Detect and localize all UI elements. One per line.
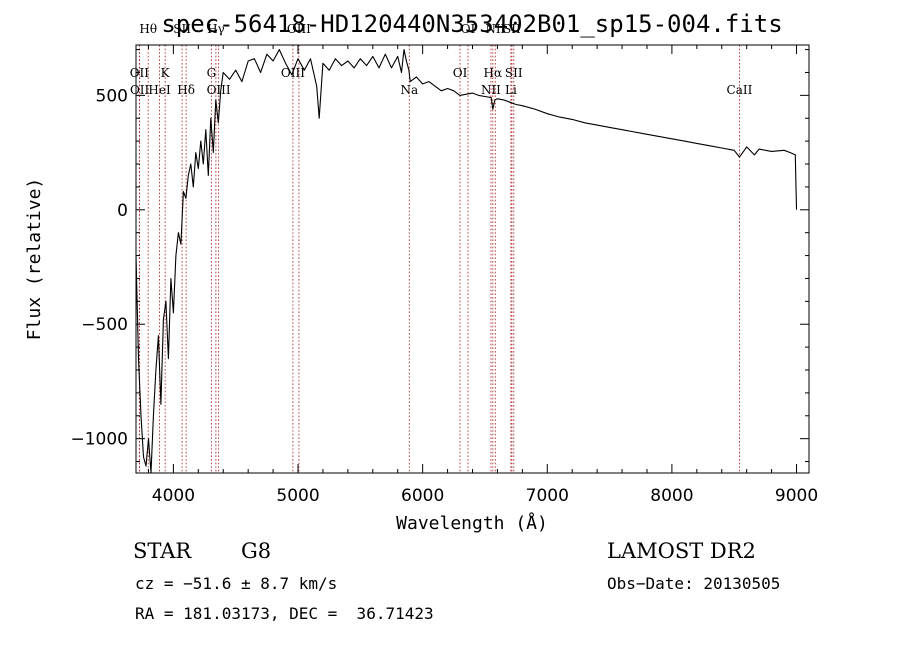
spectral-line-label: OI [453, 66, 468, 80]
spectral-line-label: OIII [207, 83, 231, 97]
spectral-line-label: Li [505, 83, 517, 97]
spectral-line-label: NII [485, 22, 505, 36]
x-tick-label: 9000 [775, 486, 818, 506]
y-tick-label: 0 [117, 201, 128, 221]
redshift-velocity: cz = −51.6 ± 8.7 km/s [135, 574, 338, 593]
coordinates: RA = 181.03173, DEC = 36.71423 [135, 604, 434, 623]
spectral-line-label: Na [400, 83, 418, 97]
spectral-line-label: SII [503, 22, 521, 36]
x-tick-label: 6000 [401, 486, 444, 506]
spectral-line-label: SII [505, 66, 523, 80]
spectral-line-label: OI [461, 22, 476, 36]
spectral-line-label: Hα [484, 66, 503, 80]
ticks-layer: 4000 5000 6000 7000 8000 9000 −1000 −500 0 500 [70, 45, 818, 506]
y-axis-label: Flux (relative) [24, 178, 45, 341]
x-tick-label: 7000 [526, 486, 569, 506]
spectral-line-label: HeI [148, 83, 171, 97]
spectral-line-label: G [207, 66, 217, 80]
series-layer [135, 49, 798, 474]
spectral-line-label: OII [130, 83, 150, 97]
spectral-line-label: NII [481, 83, 501, 97]
spectral-line-label: Hδ [177, 83, 195, 97]
x-tick-label: 5000 [276, 486, 319, 506]
survey-name: LAMOST DR2 [607, 539, 756, 563]
x-axis-label: Wavelength (Å) [396, 512, 548, 534]
spectral-line-label: CaII [727, 83, 753, 97]
spectral-line-label: OII [130, 66, 150, 80]
object-type: STAR [133, 539, 192, 563]
plot-frame [135, 44, 810, 474]
spectral-line-label: Hγ [207, 22, 225, 36]
y-tick-label: −500 [81, 315, 128, 335]
y-tick-label: −1000 [70, 430, 128, 450]
y-tick-label: 500 [96, 86, 128, 106]
chart-title: spec-56418-HD120440N353402B01_sp15-004.f… [161, 10, 782, 38]
spectral-line-label: Hθ [139, 22, 157, 36]
spectral-lines-layer: HθOIIOIIKHeISIIHδHγGOIIIOIIIOIIINaOIOINI… [130, 22, 753, 473]
x-tick-label: 4000 [152, 486, 195, 506]
spectral-line-label: SII [173, 22, 191, 36]
spectral-line-label: OIII [287, 22, 311, 36]
spectrum-series-line [135, 49, 798, 474]
spectral-line-label: K [161, 66, 171, 80]
object-subclass: G8 [241, 539, 272, 563]
observation-date: Obs−Date: 20130505 [607, 574, 781, 593]
x-tick-label: 8000 [650, 486, 693, 506]
